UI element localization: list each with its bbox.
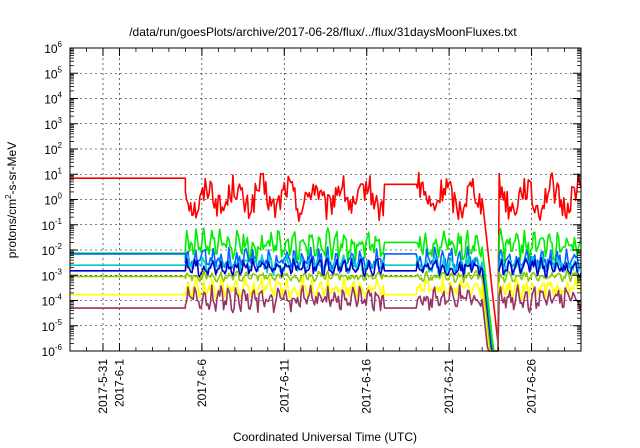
- y-tick-label-exp: 0: [58, 192, 63, 201]
- series-layer: [70, 171, 582, 352]
- y-tick-label: 102: [44, 141, 62, 157]
- chart-title: /data/run/goesPlots/archive/2017-06-28/f…: [129, 25, 517, 39]
- y-tick-label: 10-4: [42, 293, 63, 309]
- series-line-5: [70, 257, 582, 352]
- y-axis-label-base: protons/cm: [5, 199, 19, 258]
- y-tick-label-exp: -2: [55, 242, 63, 251]
- series-line-6: [70, 269, 582, 352]
- x-tick-labels: 2017-5-31 2017-6-1 2017-6-6 2017-6-11 2017-6…: [96, 359, 539, 414]
- y-tick-label-exp: 3: [58, 116, 63, 125]
- y-axis-label: protons/cm2-s-sr-MeV: [4, 142, 19, 258]
- x-tick-label: 2017-6-21: [442, 359, 456, 414]
- y-tick-label: 10-6: [42, 343, 63, 359]
- y-tick-label-base: 10: [44, 168, 58, 182]
- y-tick-label-base: 10: [42, 244, 56, 258]
- x-axis-label: Coordinated Universal Time (UTC): [233, 430, 417, 444]
- y-tick-label: 10-2: [42, 242, 63, 258]
- x-tick-label: 2017-5-31: [96, 359, 110, 414]
- y-tick-label-exp: 4: [58, 91, 63, 100]
- y-tick-label-base: 10: [44, 67, 58, 81]
- series-line-1: [70, 171, 582, 344]
- series-line-7: [70, 276, 582, 352]
- y-tick-label-base: 10: [44, 118, 58, 132]
- ticks: [70, 47, 581, 352]
- y-tick-label: 101: [44, 166, 62, 182]
- y-tick-label-base: 10: [44, 143, 58, 157]
- y-tick-label: 10-1: [42, 217, 63, 233]
- y-tick-label: 103: [44, 116, 62, 132]
- y-tick-label-base: 10: [44, 93, 58, 107]
- y-tick-label-base: 10: [42, 295, 56, 309]
- y-tick-label: 105: [44, 65, 62, 81]
- y-tick-label-base: 10: [44, 42, 58, 56]
- y-tick-label: 10-5: [42, 318, 63, 334]
- y-axis-label-sup: 2: [4, 194, 13, 199]
- x-tick-label: 2017-6-16: [360, 359, 374, 414]
- x-tick-label: 2017-6-1: [112, 359, 126, 407]
- x-tick-label: 2017-6-26: [525, 359, 539, 414]
- y-tick-label-exp: -3: [55, 267, 63, 276]
- y-tick-label-base: 10: [42, 345, 56, 359]
- y-tick-label-exp: 1: [58, 166, 63, 175]
- y-tick-label: 106: [44, 40, 62, 56]
- y-tick-label-base: 10: [42, 269, 56, 283]
- y-tick-label-exp: 2: [58, 141, 63, 150]
- y-tick-label-exp: -6: [55, 343, 63, 352]
- y-axis-label-rest: -s-sr-MeV: [5, 142, 19, 195]
- y-tick-label: 10-3: [42, 267, 63, 283]
- y-tick-label: 100: [44, 192, 62, 208]
- y-tick-label-base: 10: [42, 219, 56, 233]
- y-tick-label: 104: [44, 91, 62, 107]
- y-tick-label-exp: -4: [55, 293, 63, 302]
- series-line-4: [70, 254, 582, 352]
- y-tick-labels: 10-610-510-410-310-210-11001011021031041…: [42, 40, 63, 359]
- y-tick-label-base: 10: [42, 320, 56, 334]
- x-tick-label: 2017-6-6: [195, 359, 209, 407]
- series-line-2: [70, 227, 582, 352]
- x-tick-label: 2017-6-11: [277, 359, 291, 413]
- y-tick-label-exp: 5: [58, 65, 63, 74]
- y-tick-label-base: 10: [44, 194, 58, 208]
- series-line-8: [70, 284, 582, 352]
- y-tick-label-exp: -5: [55, 318, 63, 327]
- y-tick-label-exp: -1: [55, 217, 63, 226]
- y-tick-label-exp: 6: [58, 40, 63, 49]
